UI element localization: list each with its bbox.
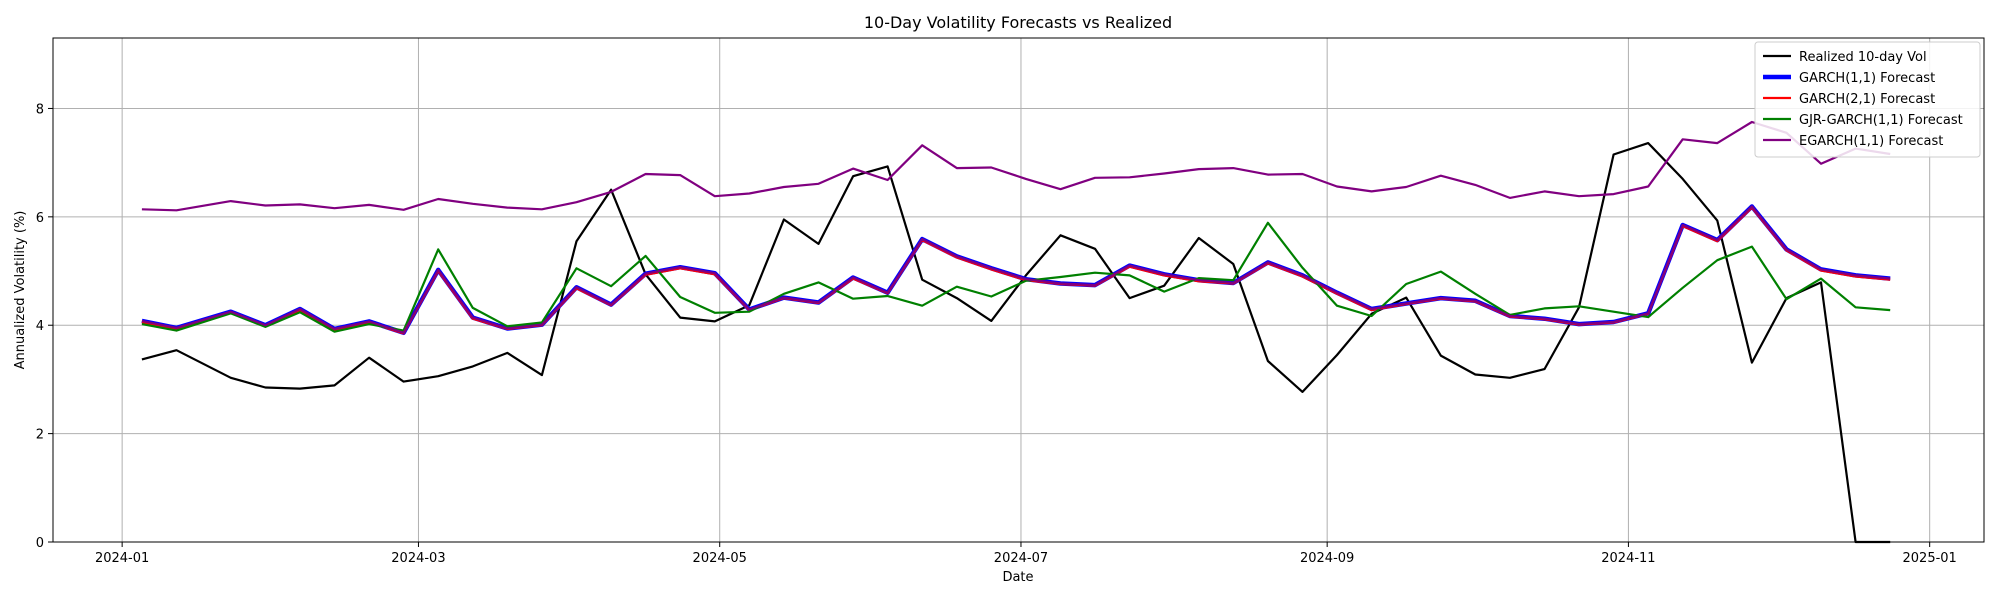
series-group xyxy=(141,120,1891,544)
legend-label-gjr-garch-1-1-forecast: GJR-GARCH(1,1) Forecast xyxy=(1799,113,1963,128)
series-line-egarch-1-1-forecast-overlay xyxy=(141,205,1891,334)
x-tick-label: 2024-09 xyxy=(1300,551,1354,566)
y-tick-label: 0 xyxy=(36,536,44,551)
x-axis-label: Date xyxy=(1002,570,1033,585)
legend-label-garch-2-1-forecast: GARCH(2,1) Forecast xyxy=(1799,92,1935,107)
y-tick-label: 2 xyxy=(36,428,44,443)
legend-box xyxy=(1754,41,1981,158)
series-line-egarch-1-1-forecast xyxy=(141,120,1891,212)
series-line-gjr-garch-1-1-forecast xyxy=(141,221,1891,333)
x-tick-label: 2024-07 xyxy=(994,551,1048,566)
y-axis: 0 2 4 6 8 xyxy=(36,102,53,551)
x-tick-label: 2024-03 xyxy=(391,551,445,566)
legend-label-egarch-1-1-forecast: EGARCH(1,1) Forecast xyxy=(1799,134,1943,149)
y-tick-label: 4 xyxy=(36,319,44,334)
y-tick-label: 8 xyxy=(36,102,44,117)
x-axis: 2024-01 2024-03 2024-05 2024-07 2024-09 2024-… xyxy=(95,542,1957,566)
x-tick-label: 2024-01 xyxy=(95,551,149,566)
x-tick-label: 2024-11 xyxy=(1601,551,1655,566)
legend-label-garch-1-1-forecast: GARCH(1,1) Forecast xyxy=(1799,71,1935,86)
y-tick-label: 6 xyxy=(36,211,44,226)
legend: Realized 10-day Vol GARCH(1,1) Forecast GA… xyxy=(1754,41,1981,158)
chart-title: 10-Day Volatility Forecasts vs Realized xyxy=(864,13,1172,32)
x-tick-label: 2024-05 xyxy=(693,551,747,566)
legend-label-realized-10-day-vol: Realized 10-day Vol xyxy=(1799,50,1927,65)
x-tick-label: 2025-01 xyxy=(1903,551,1957,566)
plot-frame xyxy=(52,37,1985,543)
series-line-realized-10-day-vol xyxy=(141,142,1891,544)
y-axis-label: Annualized Volatility (%) xyxy=(13,211,28,370)
